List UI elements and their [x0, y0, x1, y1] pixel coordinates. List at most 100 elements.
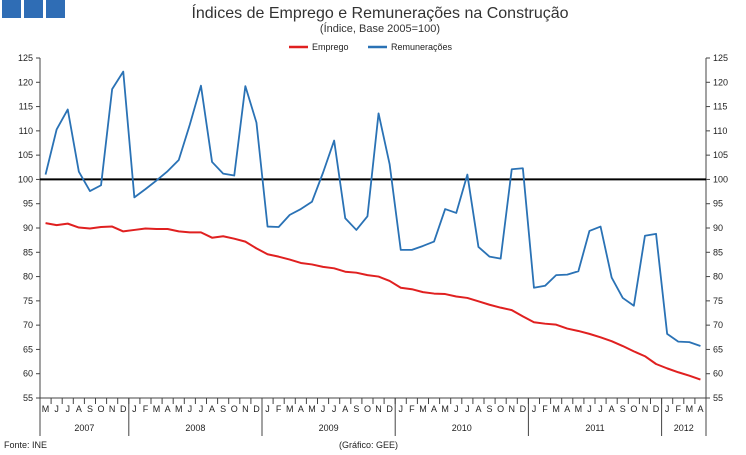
x-month-label: D	[520, 404, 527, 414]
y-tick-label-left: 60	[23, 369, 33, 379]
x-month-label: A	[609, 404, 615, 414]
x-month-label: A	[342, 404, 348, 414]
x-month-label: O	[497, 404, 504, 414]
y-tick-label-right: 60	[713, 369, 723, 379]
y-tick-label-left: 110	[19, 126, 33, 136]
x-month-label: O	[98, 404, 105, 414]
chart-subtitle: (Índice, Base 2005=100)	[320, 22, 440, 35]
x-month-label: N	[642, 404, 649, 414]
x-month-label: J	[587, 404, 592, 414]
series-line-remuneracoes	[44, 70, 701, 347]
y-tick-label-right: 125	[713, 53, 728, 63]
x-month-label: D	[120, 404, 127, 414]
y-tick-label-left: 120	[18, 77, 33, 87]
y-tick-label-right: 75	[713, 296, 723, 306]
x-month-label: J	[532, 404, 537, 414]
x-month-label: J	[199, 404, 204, 414]
logo-block-1	[2, 0, 21, 18]
x-month-label: M	[552, 404, 560, 414]
y-axis-right: 55 60 65 70 75 80 85 90 95 100 105 110 115 120 125	[706, 53, 728, 403]
x-month-label: M	[686, 404, 694, 414]
x-month-label: J	[66, 404, 71, 414]
x-month-label: A	[209, 404, 215, 414]
y-tick-label-left: 70	[23, 320, 33, 330]
x-month-label: J	[399, 404, 404, 414]
y-tick-label-right: 90	[713, 223, 723, 233]
y-tick-label-right: 115	[713, 102, 727, 112]
x-month-label: A	[431, 404, 437, 414]
y-tick-label-left: 85	[23, 247, 33, 257]
x-month-label: J	[321, 404, 326, 414]
x-month-label: F	[276, 404, 282, 414]
y-axis-left: 55 60 65 70 75 80 85 90 95 100 105 110 115 120 125	[18, 53, 40, 403]
x-month-label: S	[87, 404, 93, 414]
x-month-label: F	[143, 404, 149, 414]
y-tick-label-right: 70	[713, 320, 723, 330]
x-month-label: F	[676, 404, 682, 414]
x-month-label: S	[487, 404, 493, 414]
series-line-emprego	[45, 222, 701, 381]
x-year-label: 2008	[185, 423, 205, 433]
x-month-label: A	[165, 404, 171, 414]
x-month-label: J	[465, 404, 470, 414]
x-month-label: M	[441, 404, 449, 414]
y-tick-label-right: 65	[713, 344, 723, 354]
source-note: Fonte: INE	[4, 440, 47, 450]
x-month-label: M	[308, 404, 316, 414]
y-tick-label-left: 115	[19, 102, 33, 112]
y-tick-label-left: 55	[23, 393, 33, 403]
x-month-label: M	[42, 404, 50, 414]
x-year-label: 2011	[585, 423, 604, 433]
x-month-label: N	[375, 404, 382, 414]
y-tick-label-left: 100	[18, 174, 33, 184]
x-month-label: J	[265, 404, 270, 414]
x-month-label: O	[231, 404, 238, 414]
x-month-label: J	[54, 404, 59, 414]
x-month-label: J	[132, 404, 137, 414]
x-month-label: M	[286, 404, 294, 414]
x-month-label: S	[220, 404, 226, 414]
x-month-label: J	[188, 404, 193, 414]
x-month-label: J	[332, 404, 337, 414]
x-month-label: N	[242, 404, 249, 414]
y-tick-label-left: 75	[23, 296, 33, 306]
x-month-label: F	[409, 404, 415, 414]
x-month-label: J	[454, 404, 459, 414]
x-month-label: F	[542, 404, 548, 414]
y-tick-label-left: 125	[18, 53, 33, 63]
x-month-label: O	[630, 404, 637, 414]
y-tick-label-right: 110	[713, 126, 727, 136]
legend: Emprego Remunerações	[289, 42, 453, 52]
y-tick-label-right: 100	[713, 174, 728, 184]
y-tick-label-right: 105	[713, 150, 728, 160]
x-month-label: A	[564, 404, 570, 414]
y-tick-label-right: 55	[713, 393, 723, 403]
credit-note: (Gráfico: GEE)	[339, 440, 398, 450]
x-month-label: S	[353, 404, 359, 414]
logo-block-2	[24, 0, 43, 18]
y-tick-label-right: 85	[713, 247, 723, 257]
x-month-label: J	[665, 404, 670, 414]
legend-label-emprego: Emprego	[312, 42, 349, 52]
legend-label-remuneracoes: Remunerações	[391, 42, 453, 52]
x-month-label: D	[253, 404, 260, 414]
y-tick-label-left: 80	[23, 272, 33, 282]
x-year-label: 2007	[74, 423, 94, 433]
x-month-label: J	[598, 404, 603, 414]
x-year-label: 2010	[452, 423, 472, 433]
x-month-label: A	[76, 404, 82, 414]
x-year-label: 2009	[319, 423, 339, 433]
x-month-label: A	[475, 404, 481, 414]
x-month-label: M	[153, 404, 161, 414]
x-month-label: O	[364, 404, 371, 414]
logo-block-3	[46, 0, 65, 18]
x-year-label: 2012	[674, 423, 694, 433]
x-month-label: D	[386, 404, 393, 414]
y-tick-label-left: 105	[18, 150, 33, 160]
y-tick-label-right: 80	[713, 272, 723, 282]
x-month-label: M	[175, 404, 183, 414]
x-month-label: M	[419, 404, 427, 414]
x-month-label: S	[620, 404, 626, 414]
